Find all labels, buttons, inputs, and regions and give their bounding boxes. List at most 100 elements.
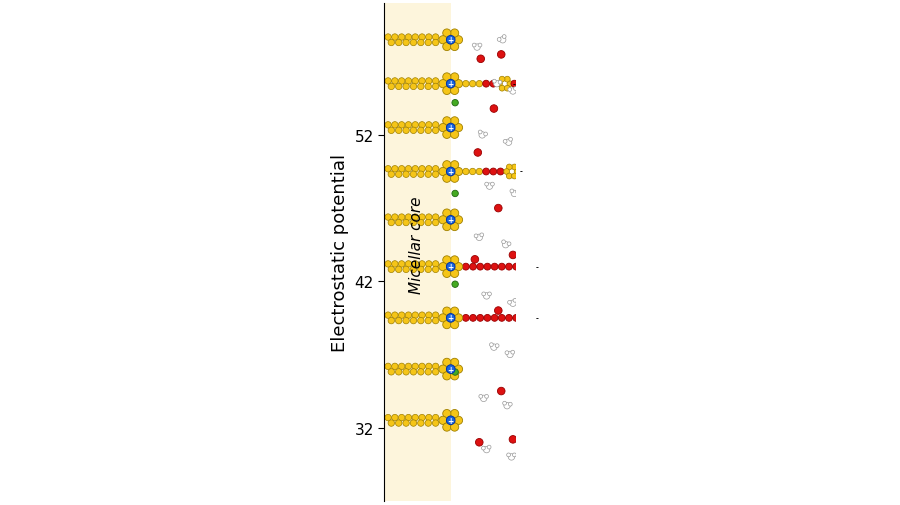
Circle shape xyxy=(395,128,402,134)
Circle shape xyxy=(418,220,424,226)
Circle shape xyxy=(426,364,432,370)
Circle shape xyxy=(410,172,417,178)
Circle shape xyxy=(491,264,498,271)
Circle shape xyxy=(410,128,417,134)
Circle shape xyxy=(395,420,402,426)
Circle shape xyxy=(385,79,392,85)
Circle shape xyxy=(446,263,455,271)
Circle shape xyxy=(481,395,487,402)
Circle shape xyxy=(410,369,417,375)
Circle shape xyxy=(439,314,447,322)
Circle shape xyxy=(492,80,496,84)
Circle shape xyxy=(504,169,509,175)
Circle shape xyxy=(534,264,541,271)
Circle shape xyxy=(511,350,515,355)
Circle shape xyxy=(432,415,439,421)
Circle shape xyxy=(451,43,459,52)
Circle shape xyxy=(507,351,513,358)
Circle shape xyxy=(432,420,439,426)
Circle shape xyxy=(463,81,469,88)
Circle shape xyxy=(388,172,394,178)
Circle shape xyxy=(443,423,451,431)
Circle shape xyxy=(432,267,439,273)
Circle shape xyxy=(426,415,432,421)
Circle shape xyxy=(509,300,517,307)
Circle shape xyxy=(418,420,424,426)
Circle shape xyxy=(522,269,528,275)
Circle shape xyxy=(395,84,402,90)
Circle shape xyxy=(527,269,533,275)
Circle shape xyxy=(490,343,493,347)
Circle shape xyxy=(399,215,405,221)
Circle shape xyxy=(432,40,439,46)
Circle shape xyxy=(443,210,451,218)
Circle shape xyxy=(418,122,426,129)
Circle shape xyxy=(418,166,426,173)
Circle shape xyxy=(432,79,439,85)
Circle shape xyxy=(405,364,411,370)
Circle shape xyxy=(388,128,394,134)
Circle shape xyxy=(432,166,439,173)
Circle shape xyxy=(476,169,482,175)
Circle shape xyxy=(432,220,439,226)
Circle shape xyxy=(513,315,519,322)
Circle shape xyxy=(513,264,519,271)
Circle shape xyxy=(443,43,451,52)
Circle shape xyxy=(484,264,491,271)
Circle shape xyxy=(451,308,459,316)
Circle shape xyxy=(392,312,398,319)
Circle shape xyxy=(443,359,451,367)
Circle shape xyxy=(534,315,541,322)
Circle shape xyxy=(497,82,502,87)
Circle shape xyxy=(506,315,512,322)
Circle shape xyxy=(479,394,482,398)
Circle shape xyxy=(454,168,463,176)
Circle shape xyxy=(480,233,483,237)
Circle shape xyxy=(425,267,431,273)
Circle shape xyxy=(451,161,459,170)
Circle shape xyxy=(395,220,402,226)
Circle shape xyxy=(425,84,431,90)
Circle shape xyxy=(432,128,439,134)
Circle shape xyxy=(470,264,476,271)
Circle shape xyxy=(446,216,455,225)
Circle shape xyxy=(439,263,447,271)
Circle shape xyxy=(507,165,512,171)
Circle shape xyxy=(472,44,476,48)
Circle shape xyxy=(403,172,410,178)
Circle shape xyxy=(451,410,459,418)
Circle shape xyxy=(439,80,447,88)
Circle shape xyxy=(432,35,439,41)
Circle shape xyxy=(405,261,411,268)
Circle shape xyxy=(470,81,476,88)
Circle shape xyxy=(392,415,398,421)
Circle shape xyxy=(452,100,458,107)
Circle shape xyxy=(439,365,447,374)
Circle shape xyxy=(403,220,410,226)
Circle shape xyxy=(522,260,528,266)
Circle shape xyxy=(474,149,482,157)
Circle shape xyxy=(399,166,405,173)
Circle shape xyxy=(503,140,507,144)
Circle shape xyxy=(388,369,394,375)
Circle shape xyxy=(454,263,463,271)
Circle shape xyxy=(475,439,483,446)
Circle shape xyxy=(451,223,459,231)
Circle shape xyxy=(507,242,511,246)
Circle shape xyxy=(476,235,482,241)
Text: +: + xyxy=(447,365,454,374)
Circle shape xyxy=(425,369,431,375)
Circle shape xyxy=(443,30,451,38)
Circle shape xyxy=(388,420,394,426)
Circle shape xyxy=(392,35,398,41)
Circle shape xyxy=(432,318,439,324)
Circle shape xyxy=(509,251,517,259)
Circle shape xyxy=(426,215,432,221)
Circle shape xyxy=(482,169,490,176)
Circle shape xyxy=(403,84,410,90)
Circle shape xyxy=(474,234,478,238)
Circle shape xyxy=(446,124,455,133)
Circle shape xyxy=(508,88,511,92)
Circle shape xyxy=(485,394,489,398)
Circle shape xyxy=(497,169,504,176)
